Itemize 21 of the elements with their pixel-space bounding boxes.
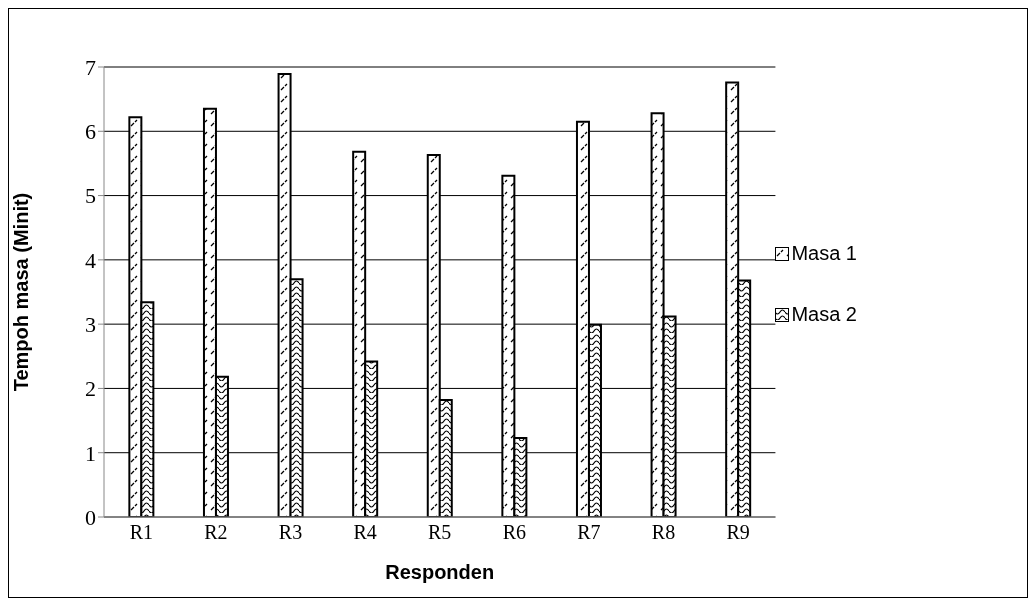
x-tick-label: R3 — [278, 521, 303, 544]
y-axis-title: Tempoh masa (Minit) — [10, 192, 33, 392]
x-tick-label: R7 — [577, 521, 601, 544]
x-axis-title: Responden — [385, 561, 495, 583]
y-tick-label: 6 — [85, 119, 96, 145]
y-tick-label: 7 — [85, 54, 96, 80]
y-tick-label: 0 — [85, 504, 96, 530]
y-tick-label: 5 — [85, 183, 96, 209]
x-tick-label: R5 — [428, 521, 452, 544]
legend-label: Masa 2 — [791, 303, 857, 326]
x-tick-label: R9 — [726, 521, 750, 544]
x-tick-label: R4 — [353, 521, 377, 544]
y-tick-label: 2 — [85, 376, 96, 402]
y-tick-label: 1 — [85, 440, 96, 466]
legend-label: Masa 1 — [791, 242, 857, 265]
x-tick-label: R2 — [204, 521, 228, 544]
x-tick-label: R6 — [502, 521, 526, 544]
x-tick-label: R8 — [651, 521, 676, 544]
x-tick-label: R1 — [129, 521, 153, 544]
y-tick-label: 3 — [85, 311, 96, 337]
y-tick-label: 4 — [85, 247, 96, 273]
